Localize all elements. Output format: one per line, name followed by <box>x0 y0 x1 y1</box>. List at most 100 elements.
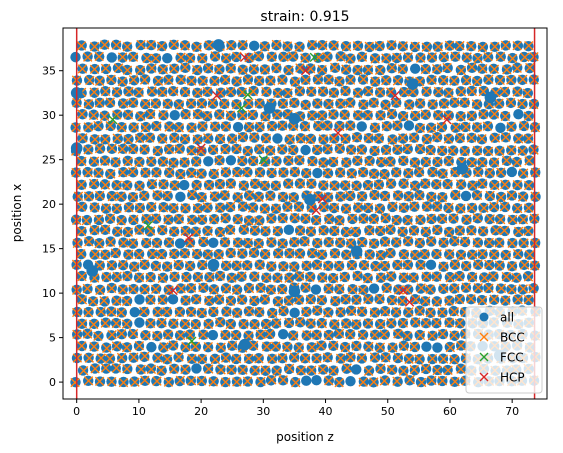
bcc-point <box>524 250 535 260</box>
bcc-point <box>273 88 283 99</box>
bcc-point <box>202 86 212 97</box>
bcc-point <box>139 191 149 201</box>
bcc-point <box>255 121 265 132</box>
bcc-point <box>467 158 478 168</box>
bcc-point <box>284 155 294 165</box>
bcc-point <box>462 214 472 224</box>
bcc-point <box>399 178 409 188</box>
bcc-point <box>387 135 397 145</box>
bcc-point <box>450 376 460 387</box>
bcc-point <box>523 203 534 213</box>
bcc-point <box>466 294 476 304</box>
bcc-point <box>454 318 465 328</box>
bcc-point <box>227 273 237 283</box>
bcc-point <box>134 87 144 98</box>
bcc-point <box>345 238 356 248</box>
all-point <box>406 78 419 90</box>
bcc-point <box>105 353 115 364</box>
bcc-point <box>210 121 220 131</box>
bcc-point <box>415 53 426 63</box>
bcc-point <box>524 156 534 166</box>
bcc-point <box>517 146 527 156</box>
bcc-point <box>466 41 476 51</box>
bcc-point <box>444 296 454 306</box>
bcc-point <box>278 192 288 202</box>
bcc-point <box>445 273 455 283</box>
bcc-point <box>374 65 385 75</box>
bcc-point <box>225 296 236 306</box>
bcc-point <box>180 62 190 72</box>
bcc-point <box>260 112 270 122</box>
bcc-point <box>180 87 191 97</box>
bcc-point <box>102 343 112 353</box>
bcc-point <box>340 342 351 353</box>
bcc-point <box>370 54 380 64</box>
bcc-point <box>220 213 230 223</box>
bcc-point <box>313 52 324 62</box>
all-point <box>146 341 157 353</box>
all-point <box>289 307 300 319</box>
bcc-point <box>363 366 374 376</box>
bcc-point <box>460 236 470 247</box>
bcc-point <box>376 156 387 167</box>
bcc-point <box>409 181 420 192</box>
bcc-point <box>215 109 225 120</box>
hcp-point <box>317 194 328 204</box>
all-point <box>283 224 295 236</box>
bcc-point <box>472 145 482 156</box>
bcc-point <box>88 296 98 307</box>
bcc-point <box>197 214 207 224</box>
bcc-point <box>139 259 150 269</box>
bcc-point <box>414 354 424 364</box>
bcc-point <box>353 155 363 166</box>
bcc-point <box>150 98 161 109</box>
bcc-point <box>415 215 425 225</box>
bcc-point <box>495 214 506 225</box>
bcc-point <box>142 237 152 248</box>
hcp-point <box>196 143 206 153</box>
bcc-point <box>168 158 178 168</box>
bcc-point <box>302 330 312 340</box>
bcc-point <box>284 273 294 283</box>
bcc-point <box>414 237 425 248</box>
bcc-point <box>523 226 533 236</box>
bcc-point <box>404 191 414 202</box>
bcc-point <box>179 157 190 167</box>
bcc-point <box>433 86 444 97</box>
bcc-point <box>248 86 258 97</box>
bcc-point <box>85 75 95 86</box>
bcc-point <box>479 273 490 283</box>
bcc-point <box>358 214 369 224</box>
hcp-point <box>442 114 452 125</box>
bcc-point <box>192 109 203 120</box>
all-point <box>175 191 186 203</box>
bcc-point <box>485 190 495 201</box>
bcc-point <box>485 168 495 178</box>
bcc-point <box>369 377 379 387</box>
bcc-point <box>151 168 162 178</box>
bcc-point <box>461 261 472 271</box>
bcc-point <box>141 330 151 341</box>
all-point <box>301 375 312 386</box>
bcc-point <box>301 213 311 223</box>
bcc-point <box>485 214 495 224</box>
bcc-point <box>398 41 408 51</box>
bcc-point <box>169 203 179 213</box>
bcc-point <box>353 202 363 212</box>
bcc-point <box>95 285 105 296</box>
bcc-point <box>250 271 260 282</box>
bcc-point <box>266 145 276 156</box>
bcc-point <box>351 341 361 351</box>
bcc-point <box>455 133 465 143</box>
bcc-point <box>376 272 386 283</box>
bcc-point <box>499 86 510 97</box>
bcc-point <box>409 133 419 143</box>
bcc-point <box>254 216 264 226</box>
bcc-point <box>438 354 449 364</box>
bcc-point <box>468 180 478 191</box>
bcc-point <box>403 168 414 178</box>
bcc-point <box>455 225 465 236</box>
bcc-point <box>232 237 243 248</box>
bcc-point <box>192 42 202 52</box>
